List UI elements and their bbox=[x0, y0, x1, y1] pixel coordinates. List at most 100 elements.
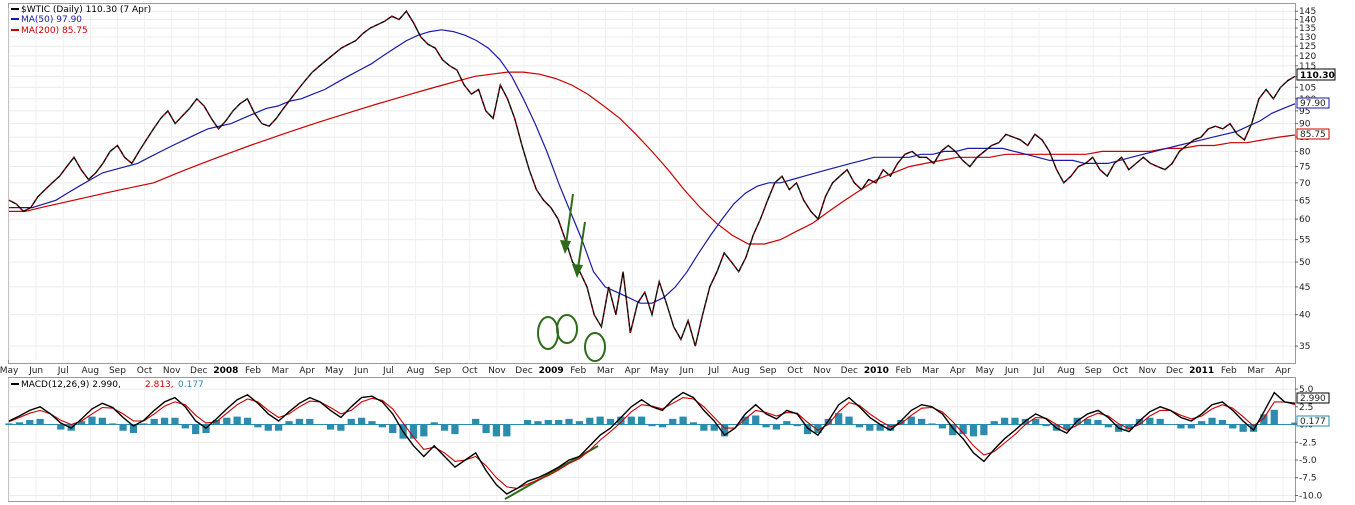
arrow-1-shaft bbox=[565, 193, 574, 245]
x-month-label: Mar bbox=[597, 366, 614, 376]
macd-hist-bar bbox=[949, 424, 957, 436]
macd-hist-bar bbox=[969, 424, 978, 437]
x-month-label: May bbox=[0, 366, 19, 376]
macd-hist-bar bbox=[347, 418, 355, 426]
x-month-label: Sep bbox=[1085, 366, 1102, 376]
macd-hist-bar bbox=[1260, 414, 1268, 426]
macd-hist-bar bbox=[835, 413, 843, 426]
macd-hist-bar bbox=[1218, 420, 1227, 426]
x-month-label: Apr bbox=[1275, 366, 1291, 376]
macd-hist-bar bbox=[1083, 418, 1092, 426]
macd-hist-bar bbox=[586, 417, 594, 426]
price-y-tick-label: 90 bbox=[1299, 120, 1311, 130]
macd-hist-bar bbox=[129, 424, 138, 433]
x-month-label: Dec bbox=[190, 366, 207, 376]
x-month-label: Nov bbox=[163, 366, 181, 376]
macd-hist-bar bbox=[866, 424, 874, 431]
macd-y-tick-label: -7.5 bbox=[1299, 474, 1317, 484]
macd-hist-bar bbox=[959, 424, 967, 435]
x-month-label: Mar bbox=[272, 366, 289, 376]
ma200-tag: 85.75 bbox=[1296, 128, 1330, 140]
x-month-label: May bbox=[325, 366, 344, 376]
macd-hist-bar bbox=[980, 424, 988, 436]
price-y-tick-label: 35 bbox=[1299, 342, 1310, 352]
price-series bbox=[8, 10, 1296, 347]
macd-hist-bar bbox=[1104, 424, 1112, 428]
macd-hist-bar bbox=[357, 417, 366, 426]
macd-y-tick-label: 2.5 bbox=[1299, 403, 1313, 413]
macd-hist-bar bbox=[534, 421, 542, 426]
arrow-1-head bbox=[560, 240, 571, 254]
price-y-tick-label: 115 bbox=[1299, 62, 1316, 72]
price-y-tick-label: 45 bbox=[1299, 283, 1310, 293]
x-month-label: Apr bbox=[950, 366, 966, 376]
macd-hist-bar bbox=[451, 424, 459, 435]
macd-y-tick-label: 5.0 bbox=[1299, 385, 1314, 395]
macd-hist-bar bbox=[658, 424, 667, 428]
macd-hist-bar bbox=[803, 424, 812, 435]
macd-hist-bar bbox=[98, 417, 106, 426]
x-month-label: Nov bbox=[1139, 366, 1157, 376]
macd-hist-bar bbox=[679, 416, 687, 426]
macd-hist-bar bbox=[36, 418, 44, 426]
macd-hist-bar bbox=[1239, 424, 1247, 432]
legend-price-label: $WTIC (Daily) 110.30 (7 Apr) bbox=[21, 5, 151, 15]
arrow-2-shaft bbox=[577, 221, 586, 269]
x-year-label: 2010 bbox=[864, 366, 889, 376]
bottom-circle-2 bbox=[556, 314, 578, 344]
macd-hist-bar bbox=[907, 416, 915, 426]
macd-hist-bar bbox=[326, 424, 335, 430]
macd-hist-bar bbox=[938, 424, 947, 429]
macd-hist-bar bbox=[1291, 422, 1299, 426]
macd-hist-bar bbox=[1249, 424, 1258, 432]
hist-tag: 0.177 bbox=[1296, 415, 1330, 427]
x-month-label: Jul bbox=[1033, 366, 1045, 376]
legend-hist-label: 0.177 bbox=[178, 380, 204, 390]
macd-hist-bar bbox=[544, 420, 552, 426]
macd-hist-bar bbox=[503, 424, 511, 437]
x-month-label: Jul bbox=[57, 366, 69, 376]
price-y-tick-label: 55 bbox=[1299, 236, 1310, 246]
macd-hist-bar bbox=[575, 421, 584, 426]
legend-ma50-label: MA(50) 97.90 bbox=[21, 15, 82, 25]
macd-hist-bar bbox=[814, 424, 822, 433]
arrow-2-head bbox=[572, 264, 583, 278]
x-month-label: Oct bbox=[462, 366, 478, 376]
ma50-tag: 97.90 bbox=[1296, 97, 1330, 109]
macd-hist-bar bbox=[606, 418, 615, 426]
macd-y-tick-label: -2.5 bbox=[1299, 438, 1317, 448]
x-month-label: May bbox=[976, 366, 995, 376]
macd-hist-bar bbox=[254, 424, 262, 428]
macd-hist-bar bbox=[752, 415, 760, 426]
macd-hist-bar bbox=[617, 416, 625, 426]
price-y-tick-label: 40 bbox=[1299, 311, 1311, 321]
legend-ma200-label: MA(200) 85.75 bbox=[21, 26, 88, 36]
macd-hist-bar bbox=[1187, 424, 1195, 429]
x-month-label: Aug bbox=[1057, 366, 1075, 376]
ma200-tag-label: 85.75 bbox=[1300, 130, 1326, 140]
macd-hist-bar bbox=[700, 424, 708, 431]
macd-hist-bar bbox=[596, 416, 604, 426]
macd-hist-bar bbox=[285, 421, 293, 426]
macd-hist-bar bbox=[368, 421, 376, 426]
price-y-tick-label: 140 bbox=[1299, 15, 1316, 25]
macd-series bbox=[8, 391, 1296, 495]
price-down-segments bbox=[8, 10, 1296, 347]
x-month-label: Feb bbox=[1221, 366, 1237, 376]
x-month-label: Sep bbox=[759, 366, 776, 376]
x-month-label: Jul bbox=[382, 366, 394, 376]
macd-hist-bar bbox=[264, 424, 272, 431]
price-tag: 110.30 bbox=[1296, 68, 1336, 81]
x-month-label: Feb bbox=[570, 366, 586, 376]
macd-hist-bar bbox=[710, 424, 718, 431]
x-month-label: Dec bbox=[841, 366, 858, 376]
macd-panel-frame bbox=[8, 377, 1296, 502]
price-y-tick-label: 135 bbox=[1299, 24, 1316, 34]
macd-hist-bar bbox=[440, 424, 449, 431]
macd-hist-bar bbox=[1032, 418, 1040, 426]
x-month-label: Jul bbox=[707, 366, 719, 376]
x-month-label: Aug bbox=[82, 366, 100, 376]
price-y-tick-label: 60 bbox=[1299, 215, 1311, 225]
annotations bbox=[504, 193, 606, 500]
